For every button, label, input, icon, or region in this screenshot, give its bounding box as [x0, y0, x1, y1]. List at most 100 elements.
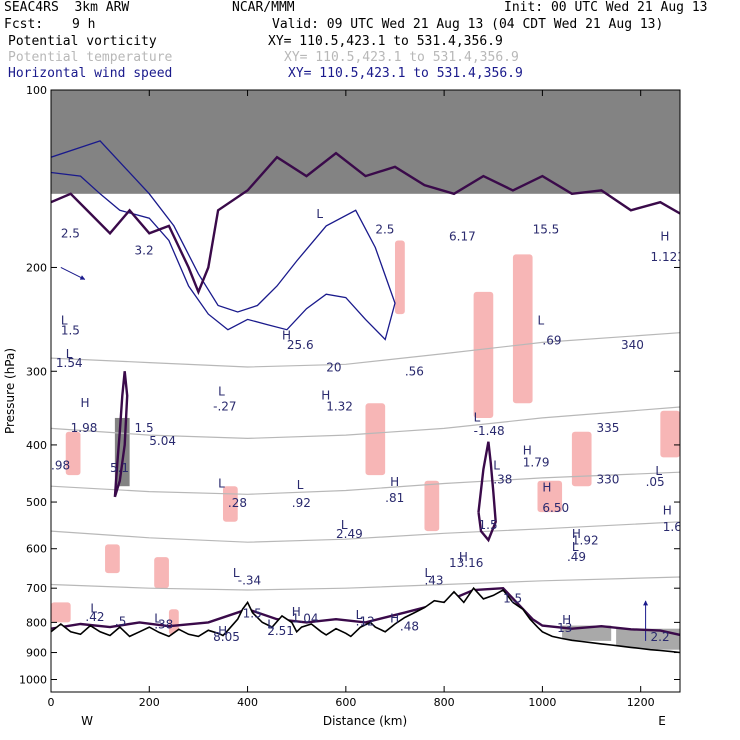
pv-pink-patch-11	[660, 410, 680, 458]
annotation-label-19: 1.32	[326, 400, 353, 414]
annotation-label-11: 5.1	[110, 461, 129, 475]
annotation-label-54: 1.5	[479, 518, 498, 532]
x-tick-label-600: 600	[335, 696, 356, 709]
pv-contour-1	[113, 371, 129, 498]
annotation-label-51: 340	[621, 338, 644, 352]
pv-contour-0	[51, 151, 680, 296]
annotation-label-69: L	[267, 618, 274, 632]
init-time: Init: 00 UTC Wed 21 Aug 13	[504, 0, 708, 15]
pv-pink-patch-5	[394, 240, 405, 315]
annotation-label-81: L	[316, 207, 323, 221]
annotation-label-77: 1.5	[503, 591, 522, 605]
annotation-label-6: H	[80, 396, 89, 410]
pv-pink-patch-4	[365, 403, 386, 476]
annotation-label-36: 6.50	[542, 501, 569, 515]
annotation-label-73: L	[356, 608, 363, 622]
annotation-label-21: 2.5	[375, 222, 394, 236]
annotation-label-33: H	[523, 443, 532, 457]
annotation-label-46: .69	[542, 333, 561, 347]
annotation-label-43: H	[663, 504, 672, 518]
annotation-label-22: .56	[405, 364, 424, 378]
pv-pink-patch-8	[512, 254, 533, 404]
y-tick-label-400: 400	[26, 439, 47, 452]
annotation-label-2: L	[61, 314, 68, 328]
field-theta-name: Potential temperature	[8, 50, 173, 65]
theta-contour-320	[51, 521, 680, 543]
annotation-label-52: 335	[596, 421, 619, 435]
annotation-label-44: 1.6	[663, 520, 682, 534]
annotation-label-3: 1.5	[61, 324, 80, 338]
annotation-label-42: .05	[646, 475, 665, 489]
annotation-label-76: .48	[400, 619, 419, 633]
annotation-label-78: H	[562, 613, 571, 627]
pv-shading-0	[51, 90, 680, 194]
annotation-label-20: 20	[326, 360, 341, 374]
annotation-label-31: L	[493, 458, 500, 472]
annotation-label-61: L	[90, 602, 97, 616]
annotation-label-38: 1.92	[572, 533, 599, 547]
pv-pink-patch-13	[168, 609, 179, 635]
y-axis-label: Pressure (hPa)	[3, 348, 17, 434]
pv-pink-patch-0	[65, 431, 81, 476]
annotation-label-27: L	[341, 518, 348, 532]
annotation-label-79: 13	[557, 621, 572, 635]
field-pv-xy: XY= 110.5,423.1 to 531.4,356.9	[268, 34, 503, 49]
annotation-label-67: H	[218, 624, 227, 638]
fcst-value: 9 h	[72, 17, 96, 32]
pv-pink-patch-7	[473, 291, 494, 418]
annotation-label-8: 1.5	[135, 421, 154, 435]
annotation-label-71: H	[292, 605, 301, 619]
annotation-label-14: L	[218, 385, 225, 399]
annotation-label-37: H	[572, 527, 581, 541]
pv-contour-2	[477, 441, 497, 543]
annotation-label-23: L	[297, 478, 304, 492]
axes: 0 200 400 600 800 1000 1200 100 200 300 400 500 600 7…	[19, 84, 680, 709]
annotation-label-9: 5.04	[149, 434, 176, 448]
annotation-label-30: -1.48	[474, 424, 505, 438]
x-tick-label-400: 400	[237, 696, 258, 709]
annotation-label-66: 1.5	[243, 607, 262, 621]
annotation-label-24: .92	[292, 496, 311, 510]
annotation-label-7: 1.98	[71, 421, 98, 435]
annotation-label-50: 1.123	[651, 250, 685, 264]
pv-shading-3	[616, 628, 680, 650]
annotation-label-17: 25.6	[287, 338, 314, 352]
field-wind-xy: XY= 110.5,423.1 to 531.4,356.9	[288, 66, 523, 81]
annotation-label-74: .12	[356, 615, 375, 629]
y-tick-label-200: 200	[26, 261, 47, 274]
annotation-label-65: .38	[154, 618, 173, 632]
annotation-label-15: -.27	[213, 400, 236, 414]
annotation-label-72: 1.04	[292, 611, 319, 625]
pv-pink-patch-9	[537, 480, 563, 513]
annotation-label-56: 13.16	[449, 556, 483, 570]
pv-pink-patch-1	[105, 544, 120, 574]
annotation-label-75: H	[390, 611, 399, 625]
x-axis-label: Distance (km)	[323, 714, 407, 728]
annotation-label-26: .81	[385, 491, 404, 505]
annotation-label-80: 2.2	[651, 630, 670, 644]
plot-frame	[50, 89, 681, 693]
annotation-label-34: 1.79	[523, 455, 550, 469]
y-tick-label-700: 700	[26, 582, 47, 595]
annotation-label-45: L	[537, 314, 544, 328]
annotation-label-53: 330	[596, 472, 619, 486]
annotation-label-4: 1.54	[56, 356, 83, 370]
y-tick-label-900: 900	[26, 647, 47, 660]
annotation-label-35: H	[542, 481, 551, 495]
fcst-label: Fcst:	[4, 17, 44, 32]
y-tick-label-300: 300	[26, 365, 47, 378]
annotation-label-59: L	[233, 566, 240, 580]
pv-contour-3	[51, 586, 680, 637]
annotation-label-55: H	[459, 550, 468, 564]
org-label: NCAR/MMM	[232, 0, 295, 15]
annotation-label-58: .43	[424, 574, 443, 588]
terrain-fill	[51, 588, 680, 692]
pv-pink-patch-6	[424, 480, 440, 532]
annotation-label-32: .38	[493, 472, 512, 486]
valid-time: Valid: 09 UTC Wed 21 Aug 13 (04 CDT Wed …	[272, 17, 664, 32]
pv-pink-patch-2	[154, 557, 169, 589]
annotation-label-49: H	[660, 229, 669, 243]
field-pv-name: Potential vorticity	[8, 34, 157, 49]
annotation-label-28: 2.49	[336, 527, 363, 541]
